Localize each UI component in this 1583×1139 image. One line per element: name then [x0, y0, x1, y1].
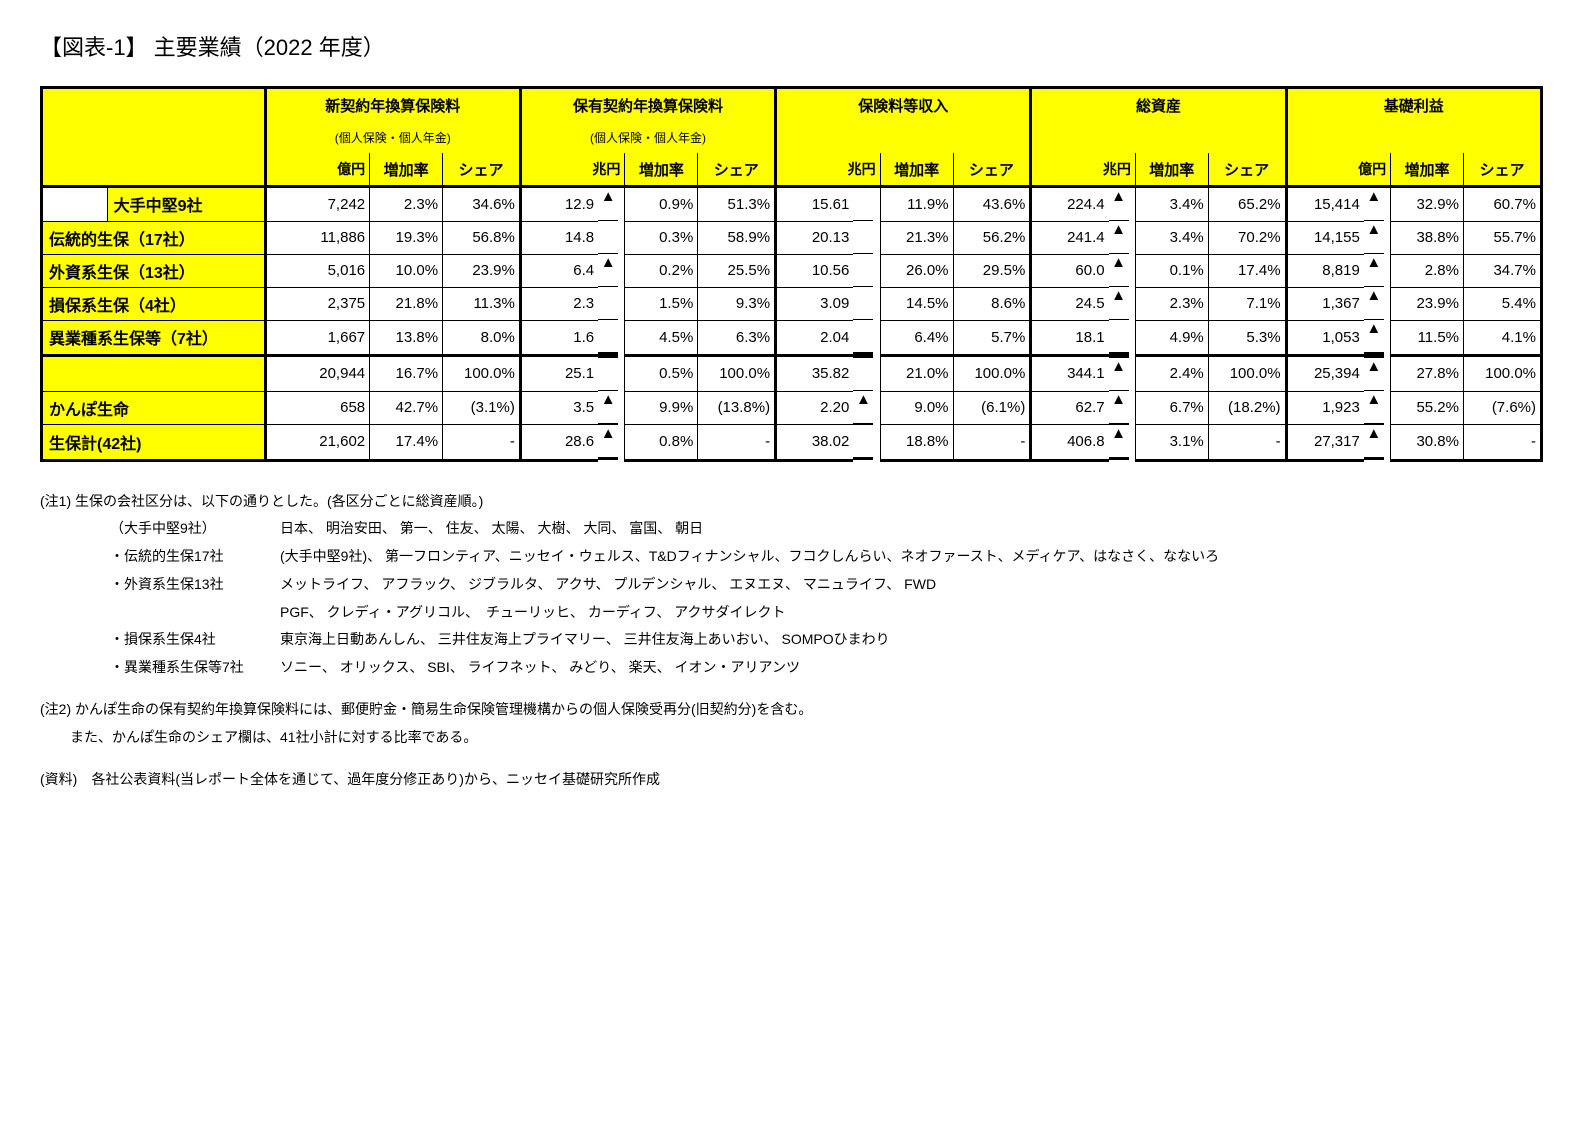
- down-triangle-icon: ▲: [1364, 424, 1384, 460]
- down-triangle-icon: [598, 355, 618, 391]
- down-triangle-icon: ▲: [1364, 320, 1384, 355]
- down-triangle-icon: ▲: [853, 391, 873, 424]
- down-triangle-icon: [853, 221, 873, 254]
- down-triangle-icon: ▲: [1364, 287, 1384, 320]
- source: (資料) 各社公表資料(当レポート全体を通じて、過年度分修正あり)から、ニッセイ…: [40, 768, 1543, 792]
- down-triangle-icon: ▲: [598, 254, 618, 287]
- row-label: 大手中堅9社: [107, 187, 265, 222]
- down-triangle-icon: ▲: [1364, 221, 1384, 254]
- notes-section: (注1) 生保の会社区分は、以下の通りとした。(各区分ごとに総資産順。) （大手…: [40, 490, 1543, 792]
- row-label: かんぽ生命: [42, 391, 266, 424]
- down-triangle-icon: ▲: [1109, 221, 1129, 254]
- row-label: 損保系生保（4社）: [42, 287, 266, 320]
- note-breakdown-item: ・異業種系生保等7社ソニー、 オリックス、 SBI、 ライフネット、 みどり、 …: [110, 656, 1543, 680]
- note2b: また、かんぽ生命のシェア欄は、41社小計に対する比率である。: [70, 726, 1543, 750]
- down-triangle-icon: [853, 424, 873, 460]
- row-label: [42, 355, 266, 391]
- down-triangle-icon: [853, 287, 873, 320]
- down-triangle-icon: ▲: [598, 424, 618, 460]
- down-triangle-icon: [853, 254, 873, 287]
- note1-lead: (注1) 生保の会社区分は、以下の通りとした。(各区分ごとに総資産順。): [40, 490, 1543, 514]
- col-group-0: 新契約年換算保険料: [265, 88, 520, 122]
- down-triangle-icon: ▲: [1109, 287, 1129, 320]
- note-breakdown-item: ・外資系生保13社メットライフ、 アフラック、 ジブラルタ、 アクサ、 プルデン…: [110, 573, 1543, 597]
- row-label: 生保計(42社): [42, 424, 266, 460]
- down-triangle-icon: ▲: [598, 391, 618, 424]
- down-triangle-icon: [853, 320, 873, 355]
- col-group-3: 総資産: [1031, 88, 1286, 122]
- down-triangle-icon: ▲: [1109, 355, 1129, 391]
- down-triangle-icon: [853, 188, 873, 221]
- note-breakdown-item: ・損保系生保4社東京海上日動あんしん、 三井住友海上プライマリー、 三井住友海上…: [110, 628, 1543, 652]
- down-triangle-icon: ▲: [1109, 424, 1129, 460]
- down-triangle-icon: ▲: [1364, 391, 1384, 424]
- note-breakdown-item: PGF、 クレディ・アグリコル、 チューリッヒ、 カーディフ、 アクサダイレクト: [110, 601, 1543, 625]
- down-triangle-icon: [598, 287, 618, 320]
- note2a: (注2) かんぽ生命の保有契約年換算保険料には、郵便貯金・簡易生命保険管理機構か…: [40, 698, 1543, 722]
- down-triangle-icon: ▲: [1364, 355, 1384, 391]
- down-triangle-icon: ▲: [598, 188, 618, 221]
- down-triangle-icon: ▲: [1364, 254, 1384, 287]
- row-label: 外資系生保（13社）: [42, 254, 266, 287]
- main-table: 新契約年換算保険料保有契約年換算保険料保険料等収入総資産基礎利益(個人保険・個人…: [40, 86, 1543, 462]
- down-triangle-icon: ▲: [1109, 188, 1129, 221]
- col-group-1: 保有契約年換算保険料: [520, 88, 775, 122]
- note-breakdown-item: （大手中堅9社）日本、 明治安田、 第一、 住友、 太陽、 大樹、 大同、 富国…: [110, 517, 1543, 541]
- col-group-4: 基礎利益: [1286, 88, 1541, 122]
- down-triangle-icon: ▲: [1364, 188, 1384, 221]
- down-triangle-icon: [1109, 320, 1129, 355]
- down-triangle-icon: ▲: [1109, 391, 1129, 424]
- row-label: 伝統的生保（17社）: [42, 221, 266, 254]
- down-triangle-icon: ▲: [1109, 254, 1129, 287]
- row-label: 異業種系生保等（7社）: [42, 320, 266, 355]
- col-group-2: 保険料等収入: [776, 88, 1031, 122]
- down-triangle-icon: [598, 221, 618, 254]
- down-triangle-icon: [853, 355, 873, 391]
- figure-title: 【図表-1】 主要業績（2022 年度）: [40, 30, 1543, 62]
- note-breakdown-item: ・伝統的生保17社(大手中堅9社)、 第一フロンティア、ニッセイ・ウェルス、T&…: [110, 545, 1543, 569]
- down-triangle-icon: [598, 320, 618, 355]
